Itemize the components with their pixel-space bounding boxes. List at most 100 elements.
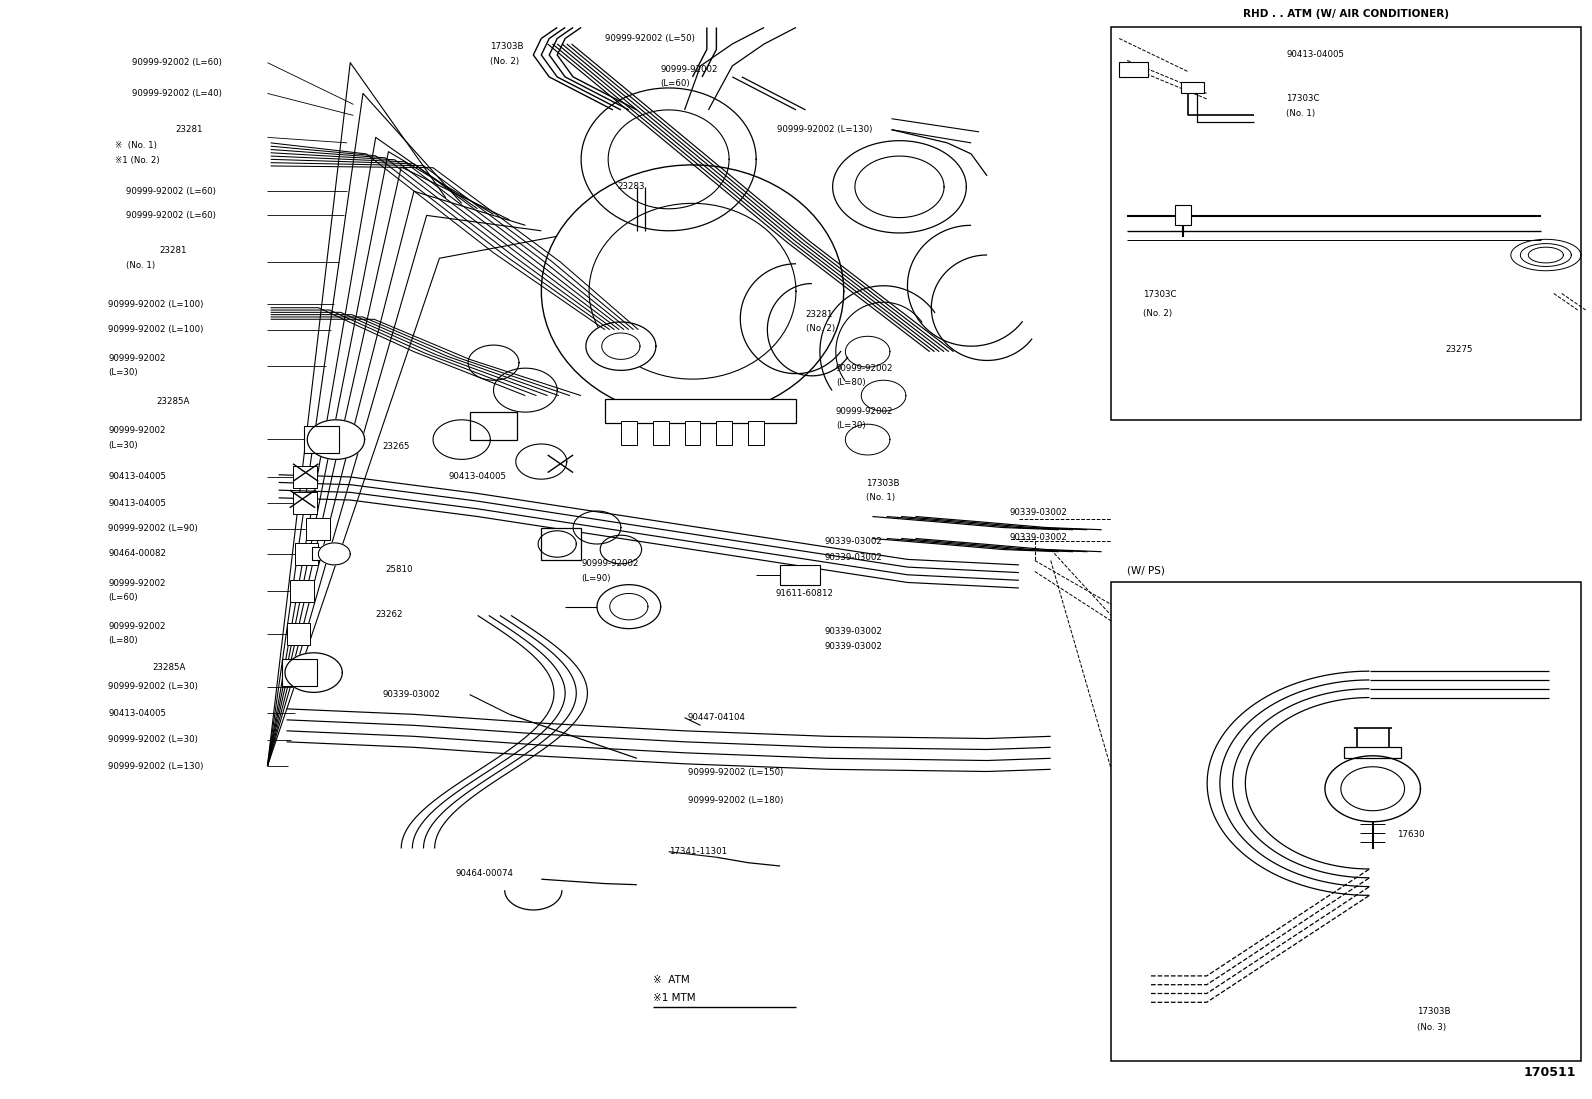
Text: 90447-04104: 90447-04104 (688, 713, 745, 722)
Polygon shape (586, 322, 656, 370)
Text: (L=80): (L=80) (108, 636, 139, 645)
Text: 90339-03002: 90339-03002 (825, 537, 882, 546)
Text: 90999-92002 (L=90): 90999-92002 (L=90) (108, 524, 197, 533)
Bar (282, 659, 317, 686)
Text: (No. 2): (No. 2) (806, 324, 834, 333)
Text: (L=90): (L=90) (581, 574, 611, 582)
Bar (621, 421, 637, 445)
Text: 90999-92002 (L=30): 90999-92002 (L=30) (108, 735, 197, 744)
Text: 90339-03002: 90339-03002 (382, 690, 439, 699)
Polygon shape (285, 653, 342, 692)
Text: 17630: 17630 (1396, 831, 1425, 840)
Text: 90999-92002 (L=130): 90999-92002 (L=130) (108, 762, 204, 770)
Bar (304, 426, 339, 453)
Polygon shape (845, 336, 890, 367)
Text: 90339-03002: 90339-03002 (1009, 533, 1067, 542)
Bar (1175, 204, 1191, 224)
Text: 90999-92002: 90999-92002 (661, 65, 718, 74)
Bar (312, 547, 344, 560)
Text: ※  (No. 1): ※ (No. 1) (115, 141, 156, 149)
Text: 17303C: 17303C (1286, 95, 1320, 103)
Text: RHD . . ATM (W/ AIR CONDITIONER): RHD . . ATM (W/ AIR CONDITIONER) (1243, 9, 1449, 19)
Text: 90413-04005: 90413-04005 (1286, 51, 1344, 59)
Text: 90999-92002: 90999-92002 (836, 364, 893, 373)
Text: (No. 1): (No. 1) (866, 493, 895, 502)
Text: 90999-92002 (L=130): 90999-92002 (L=130) (777, 125, 872, 134)
Text: (L=60): (L=60) (108, 593, 139, 602)
Text: 90999-92002: 90999-92002 (108, 354, 166, 363)
Text: 23283: 23283 (618, 182, 645, 191)
Text: 23285A: 23285A (156, 397, 189, 406)
Text: 90464-00074: 90464-00074 (455, 869, 513, 878)
Text: 17303B: 17303B (866, 479, 899, 488)
Bar (295, 543, 318, 565)
Polygon shape (861, 380, 906, 411)
Text: 90999-92002 (L=60): 90999-92002 (L=60) (132, 58, 221, 67)
Text: (No. 2): (No. 2) (490, 57, 519, 66)
Bar (290, 580, 314, 602)
Text: (No. 2): (No. 2) (1143, 310, 1172, 319)
Polygon shape (600, 535, 642, 564)
Text: 90999-92002 (L=100): 90999-92002 (L=100) (108, 300, 204, 309)
Bar (287, 623, 310, 645)
Bar (1119, 62, 1148, 77)
Text: 90339-03002: 90339-03002 (1009, 508, 1067, 517)
Text: 90999-92002: 90999-92002 (836, 407, 893, 415)
Text: 25810: 25810 (385, 565, 412, 574)
Text: 90999-92002 (L=60): 90999-92002 (L=60) (126, 187, 215, 196)
Text: (No. 3): (No. 3) (1417, 1023, 1447, 1032)
Text: (W/ PS): (W/ PS) (1127, 566, 1165, 576)
Text: (L=30): (L=30) (108, 441, 139, 449)
Text: 90999-92002: 90999-92002 (108, 426, 166, 435)
Polygon shape (433, 420, 490, 459)
Text: 90999-92002 (L=100): 90999-92002 (L=100) (108, 325, 204, 334)
Text: 90999-92002 (L=60): 90999-92002 (L=60) (126, 211, 215, 220)
Bar (293, 466, 317, 488)
Text: 90999-92002: 90999-92002 (108, 579, 166, 588)
Text: 90339-03002: 90339-03002 (825, 642, 882, 651)
Text: 90413-04005: 90413-04005 (108, 709, 166, 718)
Bar (1344, 747, 1401, 758)
Bar (293, 492, 317, 514)
Text: (L=30): (L=30) (108, 368, 139, 377)
Text: ※  ATM: ※ ATM (653, 975, 689, 986)
Bar (716, 421, 732, 445)
Polygon shape (468, 345, 519, 380)
Bar (306, 518, 330, 540)
Bar (605, 399, 796, 423)
Polygon shape (845, 424, 890, 455)
Polygon shape (1325, 756, 1420, 822)
Text: 90999-92002 (L=50): 90999-92002 (L=50) (605, 34, 694, 43)
Bar (685, 421, 700, 445)
Text: 90999-92002 (L=40): 90999-92002 (L=40) (132, 89, 221, 98)
Text: 90413-04005: 90413-04005 (108, 473, 166, 481)
Text: 91611-60812: 91611-60812 (775, 589, 833, 598)
Text: 17303B: 17303B (1417, 1007, 1450, 1015)
Text: 90999-92002 (L=150): 90999-92002 (L=150) (688, 768, 783, 777)
Text: 23265: 23265 (382, 442, 409, 451)
Bar (1111, 27, 1581, 420)
Text: 17303B: 17303B (490, 42, 524, 51)
Text: (L=30): (L=30) (836, 421, 866, 430)
Text: 17341-11301: 17341-11301 (669, 847, 728, 856)
Bar (1111, 582, 1581, 1061)
Text: 90413-04005: 90413-04005 (108, 499, 166, 508)
Text: 90464-00082: 90464-00082 (108, 550, 166, 558)
Polygon shape (307, 420, 365, 459)
Text: 23281: 23281 (159, 246, 186, 255)
Text: 23262: 23262 (376, 610, 403, 619)
Text: 90999-92002 (L=180): 90999-92002 (L=180) (688, 796, 783, 804)
Bar (541, 528, 581, 560)
Text: 90413-04005: 90413-04005 (449, 473, 506, 481)
Polygon shape (833, 141, 966, 233)
Polygon shape (494, 368, 557, 412)
Polygon shape (573, 511, 621, 544)
Bar (780, 565, 820, 585)
Polygon shape (597, 585, 661, 629)
Bar (748, 421, 764, 445)
Text: (No. 1): (No. 1) (126, 262, 154, 270)
Text: 90999-92002 (L=30): 90999-92002 (L=30) (108, 682, 197, 691)
Polygon shape (516, 444, 567, 479)
Polygon shape (318, 543, 350, 565)
Text: 90339-03002: 90339-03002 (825, 553, 882, 562)
